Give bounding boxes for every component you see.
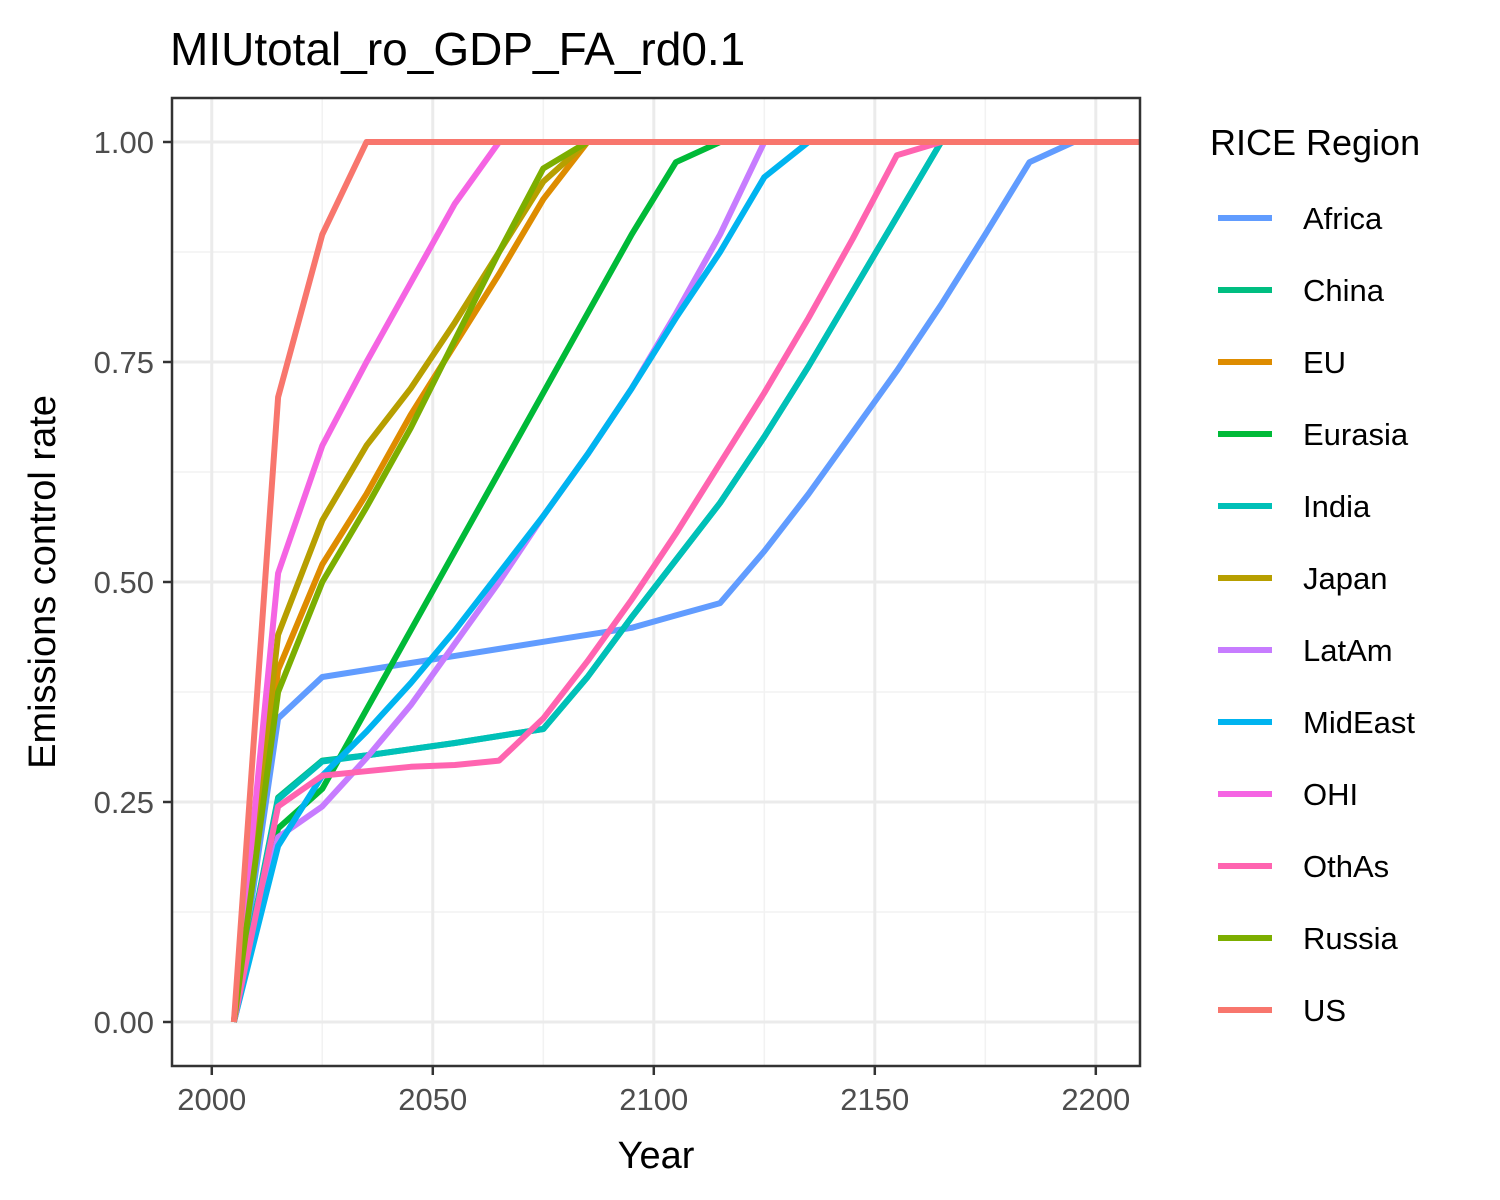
y-tick-label: 0.75 bbox=[94, 345, 154, 380]
legend-title: RICE Region bbox=[1210, 122, 1420, 163]
x-tick-label: 2150 bbox=[840, 1082, 909, 1117]
legend-label: Africa bbox=[1303, 201, 1383, 236]
x-axis-title: Year bbox=[618, 1135, 695, 1177]
y-tick-label: 1.00 bbox=[94, 125, 154, 160]
legend-label: OthAs bbox=[1303, 849, 1389, 884]
legend-label: LatAm bbox=[1303, 633, 1393, 668]
x-tick-label: 2050 bbox=[398, 1082, 467, 1117]
legend-label: EU bbox=[1303, 345, 1346, 380]
y-axis: 0.00 0.25 0.50 0.75 1.00 bbox=[94, 125, 172, 1040]
legend-label: Russia bbox=[1303, 921, 1399, 956]
series-lines bbox=[230, 139, 1140, 1023]
legend-label: MidEast bbox=[1303, 705, 1415, 740]
grid bbox=[172, 98, 1140, 1066]
y-tick-label: 0.25 bbox=[94, 785, 154, 820]
y-tick-label: 0.00 bbox=[94, 1005, 154, 1040]
legend-label: Eurasia bbox=[1303, 417, 1409, 452]
legend-label: US bbox=[1303, 993, 1346, 1028]
x-tick-label: 2000 bbox=[177, 1082, 246, 1117]
legend-label: China bbox=[1303, 273, 1385, 308]
legend: RICE Region Africa China EU Eurasia India Jap… bbox=[1210, 122, 1420, 1028]
chart-title: MIUtotal_ro_GDP_FA_rd0.1 bbox=[170, 23, 745, 75]
legend-label: India bbox=[1303, 489, 1371, 524]
y-tick-label: 0.50 bbox=[94, 565, 154, 600]
x-axis: 2000 2050 2100 2150 2200 bbox=[177, 1066, 1130, 1117]
legend-label: Japan bbox=[1303, 561, 1387, 596]
legend-label: OHI bbox=[1303, 777, 1358, 812]
series-line-us bbox=[230, 139, 1140, 1023]
x-tick-label: 2200 bbox=[1061, 1082, 1130, 1117]
y-axis-title: Emissions control rate bbox=[22, 395, 64, 769]
x-tick-label: 2100 bbox=[619, 1082, 688, 1117]
